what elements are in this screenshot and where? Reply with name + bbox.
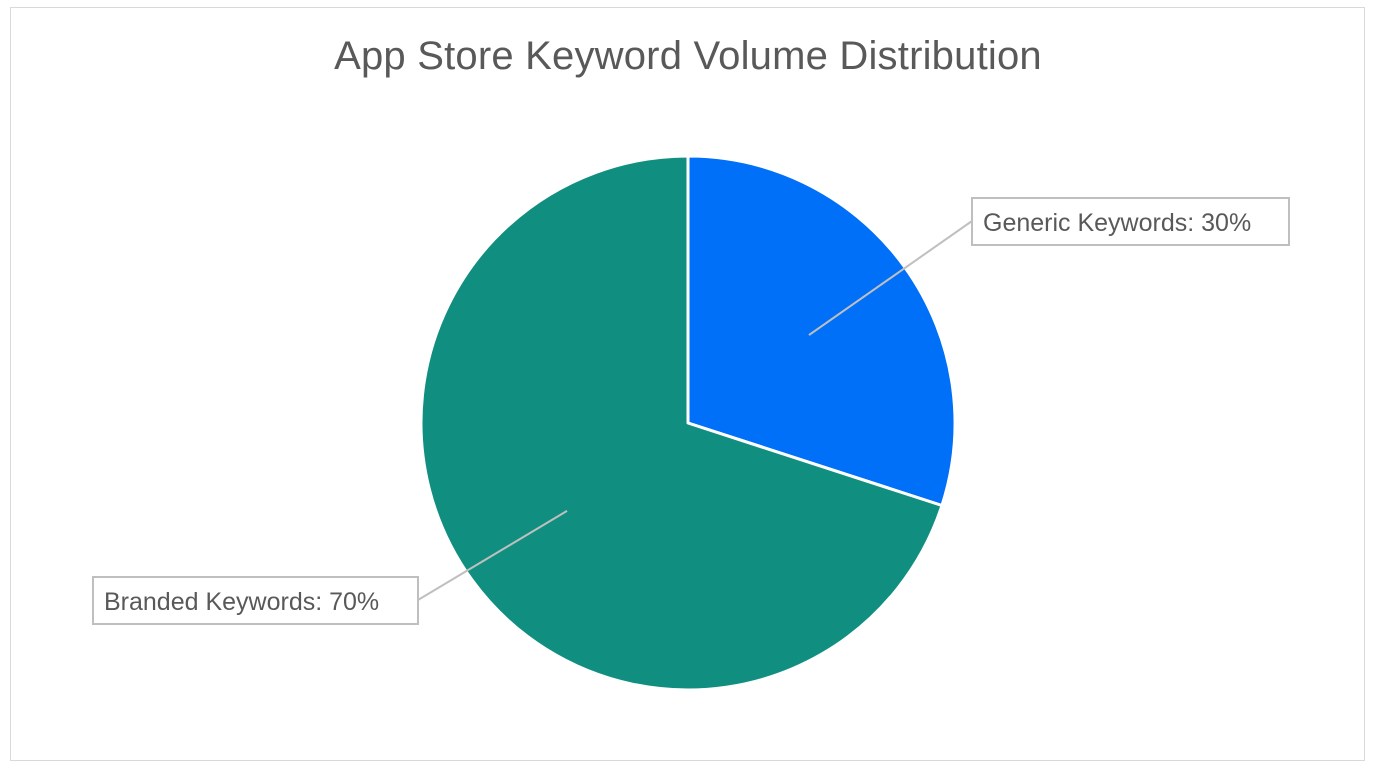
data-label-text: Generic Keywords: 30% [983,209,1251,237]
data-label-generic-keywords: Generic Keywords: 30% [971,197,1290,246]
leader-line [417,510,568,601]
pie-slice-generic-keywords [686,154,957,508]
leader-line [808,220,973,336]
data-label-branded-keywords: Branded Keywords: 70% [92,576,419,625]
pie-slice-branded-keywords [419,154,944,692]
data-label-box [92,576,419,625]
data-label-box [971,197,1290,246]
data-label-text: Branded Keywords: 70% [104,588,379,616]
chart-title: App Store Keyword Volume Distribution [334,34,1042,78]
